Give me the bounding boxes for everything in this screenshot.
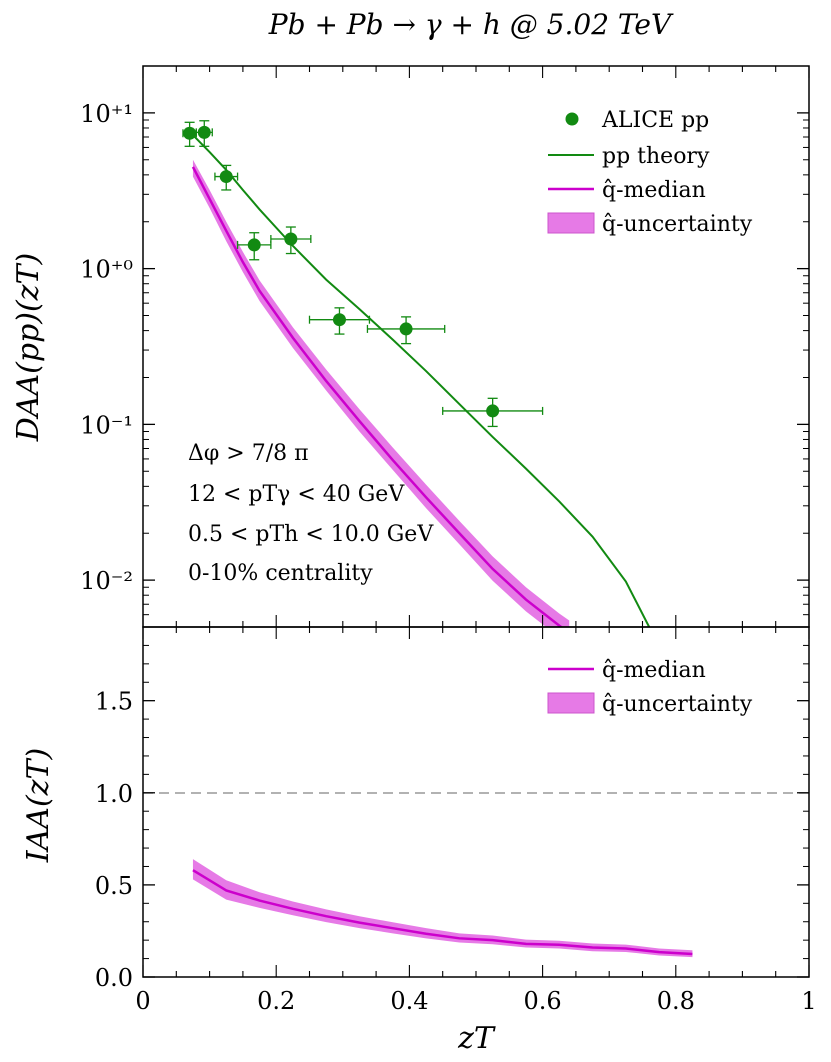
alice-data-marker <box>332 313 346 327</box>
legend-marker-alice <box>565 112 579 126</box>
alice-pp-points <box>182 120 544 428</box>
alice-data-marker <box>486 404 500 418</box>
top-y-tick-label: 10⁺¹ <box>80 100 133 128</box>
alice-point-3 <box>236 232 272 261</box>
bottom-legend: q̂-median q̂-uncertainty <box>547 658 753 717</box>
bottom-y-tick-label: 0.5 <box>95 872 133 900</box>
top-y-tick-label: 10⁻² <box>80 567 133 595</box>
alice-data-marker <box>284 232 298 246</box>
q-median-line-top <box>191 166 564 627</box>
alice-data-marker <box>247 238 261 252</box>
q-median-series-line-bottom <box>192 869 693 956</box>
alice-data-marker <box>197 125 211 139</box>
bottom-y-axis-label: IAA(zT) <box>21 748 56 863</box>
alice-point-2 <box>214 164 239 191</box>
legend-label-band: q̂-uncertainty <box>602 212 753 237</box>
x-tick-label: 1 <box>801 987 816 1015</box>
cuts-annotation: Δφ > 7/8 π 12 < pTγ < 40 GeV 0.5 < pTh <… <box>188 441 434 586</box>
q-median-series-line <box>191 166 564 627</box>
top-legend: ALICE pp pp theory q̂-median q̂-uncertai… <box>547 108 753 237</box>
legend-label-median: q̂-median <box>602 178 706 203</box>
bottom-y-tick-label: 1.0 <box>95 780 133 808</box>
bottom-axis-ticks: 0.0 0.5 1.0 1.5 0 0.2 0.4 0.6 0.8 1 <box>95 627 817 1015</box>
alice-point-0 <box>182 121 197 147</box>
alice-data-marker <box>399 322 413 336</box>
alice-point-6 <box>366 316 446 345</box>
legend-label-theory: pp theory <box>602 144 710 169</box>
annotation-pt-hadron: 0.5 < pTh < 10.0 GeV <box>188 522 434 547</box>
annotation-centrality: 0-10% centrality <box>188 561 373 586</box>
bottom-plot-frame <box>142 626 810 978</box>
chart-title: Pb + Pb → γ + h @ 5.02 TeV <box>268 8 674 41</box>
x-tick-label: 0.4 <box>390 987 428 1015</box>
annotation-pt-gamma: 12 < pTγ < 40 GeV <box>188 482 405 507</box>
x-axis-label: zT <box>457 1021 496 1056</box>
q-uncertainty-band-bottom <box>192 859 693 958</box>
x-tick-label: 0.8 <box>657 987 695 1015</box>
top-panel: 10⁻² 10⁻¹ 10⁺⁰ 10⁺¹ DAA(pp)(zT) ALICE pp pp… <box>11 65 810 628</box>
bottom-y-tick-label: 1.5 <box>95 688 133 716</box>
pp-theory-line <box>192 134 651 627</box>
x-tick-label: 0.6 <box>524 987 562 1015</box>
legend-label-band-bottom: q̂-uncertainty <box>602 692 753 717</box>
top-axis-ticks: 10⁻² 10⁻¹ 10⁺⁰ 10⁺¹ <box>80 65 810 628</box>
alice-point-5 <box>308 307 371 335</box>
legend-marker-band <box>547 212 595 234</box>
alice-point-7 <box>442 397 544 428</box>
alice-point-1 <box>195 120 213 147</box>
annotation-delta-phi: Δφ > 7/8 π <box>188 441 309 466</box>
bottom-y-tick-label: 0.0 <box>95 964 133 992</box>
alice-data-marker <box>219 170 233 184</box>
x-tick-label: 0.2 <box>257 987 295 1015</box>
alice-data-marker <box>183 126 197 140</box>
legend-label-alice: ALICE pp <box>601 108 709 133</box>
top-y-axis-label: DAA(pp)(zT) <box>11 253 46 442</box>
q-uncertainty-band-area-bottom <box>192 859 693 958</box>
alice-point-4 <box>270 226 312 255</box>
pp-theory-series-line <box>192 134 651 627</box>
bottom-panel: 0.0 0.5 1.0 1.5 0 0.2 0.4 0.6 0.8 1 IAA(zT) zT q̂… <box>21 626 817 1056</box>
legend-label-median-bottom: q̂-median <box>602 658 706 683</box>
q-median-line-bottom <box>192 869 693 956</box>
x-tick-label: 0 <box>135 987 150 1015</box>
top-y-tick-label: 10⁺⁰ <box>80 256 133 284</box>
legend-marker-band-bottom <box>547 692 595 714</box>
top-y-tick-label: 10⁻¹ <box>80 411 133 439</box>
